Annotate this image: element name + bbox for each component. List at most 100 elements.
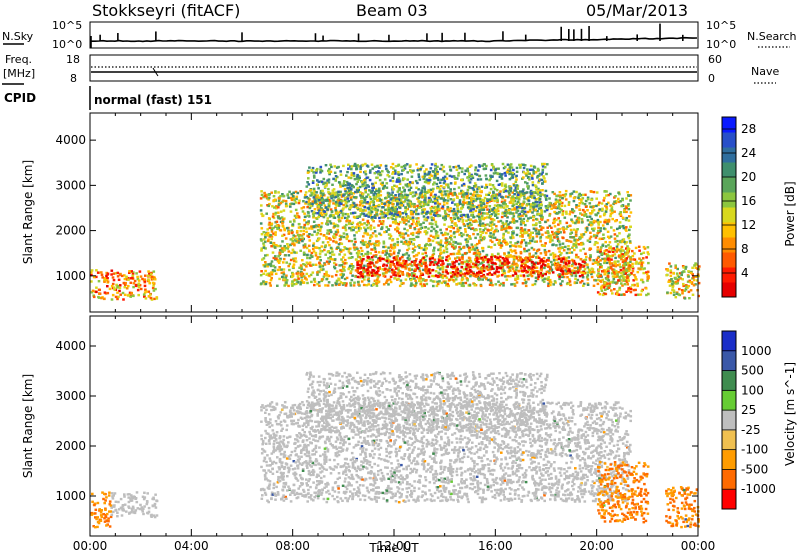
power-cell: [291, 284, 294, 287]
power-cell: [356, 206, 359, 210]
power-cell: [117, 295, 120, 299]
power-cell: [510, 255, 513, 258]
power-cell: [570, 219, 574, 223]
power-cell: [152, 275, 156, 279]
power-cell: [531, 236, 535, 239]
power-cell: [549, 253, 552, 256]
power-cell: [449, 190, 452, 194]
power-cell: [366, 226, 370, 230]
power-cell: [418, 246, 421, 249]
power-cell: [459, 202, 462, 205]
power-cell: [459, 226, 462, 230]
power-cell: [529, 216, 532, 219]
power-cell: [323, 263, 327, 266]
power-cell: [546, 226, 549, 229]
power-cell: [430, 225, 434, 229]
power-cell: [356, 280, 360, 284]
power-cell: [319, 171, 322, 174]
power-cell: [572, 236, 575, 239]
power-cell: [574, 215, 577, 218]
power-cell: [527, 199, 531, 202]
power-cell: [596, 218, 600, 222]
power-cell: [466, 240, 469, 244]
power-cell: [268, 235, 271, 238]
power-cell: [136, 277, 140, 281]
power-cell: [523, 206, 527, 210]
power-cell: [522, 239, 526, 242]
power-cell: [495, 208, 499, 212]
power-cell: [479, 224, 483, 227]
power-cell: [465, 243, 469, 247]
power-cell: [339, 248, 342, 251]
power-cell: [281, 222, 284, 225]
power-cell: [569, 283, 572, 287]
power-cell: [502, 189, 505, 192]
power-cell: [551, 191, 555, 194]
power-cell: [278, 252, 282, 255]
power-cell: [495, 210, 498, 214]
power-cell: [498, 172, 501, 176]
power-cell: [429, 193, 433, 197]
power-cell: [525, 244, 528, 247]
power-cell: [579, 242, 583, 245]
power-cell: [509, 163, 513, 166]
power-cell: [393, 258, 396, 261]
power-cell: [333, 265, 336, 268]
power-cell: [551, 263, 554, 266]
power-cell: [378, 266, 382, 269]
power-cell: [329, 222, 333, 225]
power-cell: [371, 274, 374, 277]
power-cell: [484, 174, 488, 177]
power-cell: [302, 263, 305, 266]
power-cell: [522, 171, 526, 174]
power-cell: [262, 238, 266, 241]
power-cell: [591, 209, 594, 213]
power-cell: [572, 209, 576, 213]
power-cell: [361, 249, 364, 253]
power-cell: [452, 210, 456, 213]
power-cell: [306, 281, 309, 285]
power-cell: [541, 244, 545, 247]
power-cell: [335, 241, 338, 244]
power-cell: [488, 216, 491, 219]
power-cell: [368, 260, 371, 264]
power-cell: [305, 278, 308, 281]
power-cell: [555, 258, 558, 261]
power-cell: [574, 239, 578, 242]
power-cell: [519, 245, 523, 248]
power-cell: [507, 231, 510, 234]
power-cell: [562, 249, 566, 252]
power-cell: [363, 206, 367, 209]
power-cell: [495, 266, 499, 269]
power-cell: [511, 172, 514, 175]
power-cell: [474, 263, 478, 267]
power-cell: [409, 213, 413, 216]
power-cell: [543, 264, 547, 267]
power-cell: [463, 274, 467, 278]
power-cell: [368, 257, 372, 261]
power-cell: [504, 257, 508, 260]
power-cell: [457, 219, 461, 223]
power-cell: [554, 206, 557, 209]
power-cell: [315, 183, 319, 186]
power-cell: [567, 271, 570, 275]
power-cell: [101, 276, 104, 279]
power-cell: [442, 274, 445, 278]
power-cell: [598, 208, 602, 211]
power-cell: [457, 171, 461, 175]
power-cell: [561, 275, 564, 279]
power-cell: [550, 269, 553, 273]
power-cell: [454, 278, 458, 281]
power-cell: [506, 262, 509, 265]
power-cell: [469, 192, 472, 196]
power-cell: [543, 248, 547, 252]
power-cell: [327, 191, 330, 194]
power-cell: [605, 190, 608, 193]
power-cell: [538, 221, 542, 224]
power-cell: [337, 243, 341, 246]
power-cell: [408, 183, 411, 186]
power-cell: [502, 206, 506, 209]
power-cell: [345, 233, 349, 236]
power-cell: [494, 213, 497, 216]
power-cell: [619, 211, 622, 214]
